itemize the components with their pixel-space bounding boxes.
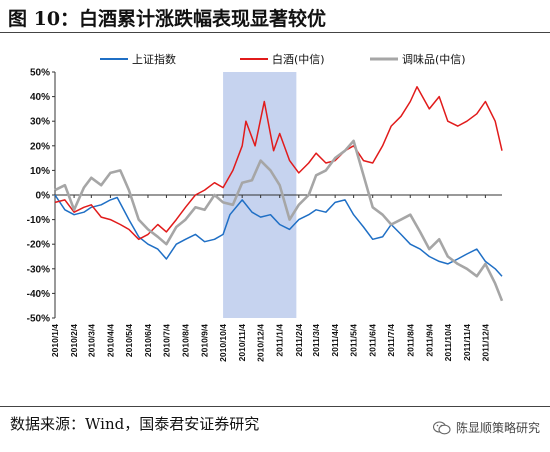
series-line-1 [54,194,503,277]
y-tick-label: -40% [27,289,50,300]
title-rule [0,32,550,33]
x-tick-label: 2010/11/4 [237,324,247,362]
chart-title: 图 10：白酒累计涨跌幅表现显著较优 [8,8,327,30]
y-tick-label: 0% [36,191,51,202]
y-tick-label: -30% [27,264,50,275]
source-note: 数据来源：Wind，国泰君安证券研究 [10,415,260,433]
x-tick-label: 2010/4/4 [105,324,115,357]
series-line-3 [54,139,504,302]
legend-label: 上证指数 [132,52,176,66]
x-tick-label: 2010/2/4 [69,324,79,357]
legend-label: 调味品(中信) [402,53,466,66]
series-line-2 [54,86,503,241]
y-tick-label: -50% [27,314,50,325]
x-tick-label: 2010/7/4 [161,324,171,357]
x-tick-label: 2010/3/4 [86,324,96,357]
x-tick-label: 2011/5/4 [349,324,359,357]
legend-label: 白酒(中信) [272,52,325,66]
x-tick-label: 2011/12/4 [480,324,490,362]
brand-tag: 陈显顺策略研究 [432,419,540,436]
x-tick-label: 2011/2/4 [294,324,304,357]
source-rule [0,406,550,407]
y-tick-label: -10% [27,215,50,226]
y-tick-label: -20% [27,240,50,251]
x-tick-label: 2010/5/4 [124,324,134,357]
x-tick-label: 2011/9/4 [424,324,434,357]
x-tick-label: 2010/10/4 [218,324,228,362]
x-tick-label: 2010/6/4 [143,324,153,357]
wechat-icon [432,420,451,434]
x-tick-label: 2010/1/4 [50,324,60,357]
x-tick-label: 2010/8/4 [181,324,191,357]
x-tick-label: 2010/9/4 [200,324,210,357]
x-tick-label: 2011/1/4 [275,324,285,357]
x-tick-label: 2011/4/4 [330,324,340,357]
x-tick-label: 2011/7/4 [386,324,396,357]
y-tick-label: 20% [30,141,50,152]
x-tick-label: 2011/10/4 [443,324,453,362]
x-tick-label: 2011/3/4 [311,324,321,357]
y-tick-label: 30% [30,117,50,128]
x-tick-label: 2011/11/4 [462,324,472,361]
x-tick-label: 2010/12/4 [256,324,266,362]
y-tick-label: 10% [30,166,50,177]
y-tick-label: 50% [30,68,50,79]
x-tick-label: 2011/6/4 [368,324,378,357]
brand-name: 陈显顺策略研究 [455,421,540,435]
y-tick-label: 40% [30,92,50,103]
line-chart: 50%40%30%20%10%0%-10%-20%-30%-40%-50%201… [27,52,504,362]
x-tick-label: 2011/8/4 [405,324,415,357]
